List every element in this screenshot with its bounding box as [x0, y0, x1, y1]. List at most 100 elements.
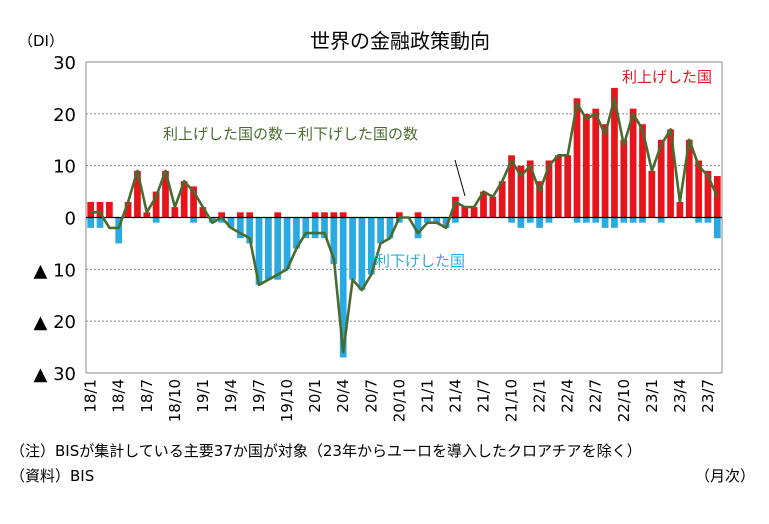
- hike-bar: [311, 212, 319, 218]
- hike-bar: [330, 212, 338, 218]
- y-tick-label: ▲ 30: [34, 364, 76, 385]
- cut-bar: [695, 217, 702, 223]
- cut-bar: [218, 217, 225, 223]
- cut-bar: [302, 217, 310, 239]
- cut-bars: [87, 217, 721, 358]
- hike-bar: [629, 108, 637, 218]
- hike-bars: [87, 87, 721, 218]
- hike-bar: [592, 108, 600, 218]
- cut-bar: [339, 217, 347, 358]
- hike-bar: [554, 155, 562, 218]
- y-tick-label: 20: [53, 105, 76, 126]
- hike-bar: [657, 139, 665, 218]
- x-tick-label: 19/1: [194, 379, 212, 413]
- hike-bar: [461, 207, 469, 218]
- net-line-path: [90, 97, 719, 354]
- cut-bar: [508, 217, 515, 223]
- hike-bar: [395, 212, 403, 218]
- cut-bar: [293, 217, 300, 249]
- cut-bar: [311, 217, 319, 239]
- hike-bar: [526, 160, 534, 218]
- y-tick-label: 0: [65, 209, 76, 230]
- net-line: [90, 97, 719, 354]
- x-tick-label: 21/7: [475, 379, 493, 413]
- x-tick-label: 18/7: [138, 379, 156, 413]
- cut-bar: [265, 217, 272, 280]
- cut-bar: [526, 217, 534, 223]
- y-tick-label: 30: [53, 53, 76, 74]
- cut-bar: [283, 217, 291, 270]
- cut-bar: [115, 217, 123, 244]
- cut-bar: [321, 217, 328, 239]
- cut-bar: [330, 217, 338, 265]
- hike-bar: [180, 181, 188, 218]
- hike-bar: [339, 212, 347, 218]
- source-text: （資料）BIS: [10, 467, 95, 485]
- hike-bar: [124, 201, 132, 218]
- x-tick-label: 19/7: [250, 379, 268, 413]
- cut-bar: [545, 217, 553, 223]
- hike-bar: [134, 170, 141, 218]
- annotation-net: 利上げした国の数－利下げした国の数: [163, 125, 418, 143]
- cut-bar: [255, 217, 263, 285]
- hike-bar: [620, 139, 628, 218]
- cut-bar: [713, 217, 721, 239]
- y-axis-unit-label: （DI）: [18, 32, 64, 50]
- hike-bar: [639, 124, 646, 218]
- x-tick-label: 18/1: [82, 379, 100, 413]
- annotation-hikes: 利上げした国: [622, 68, 712, 86]
- cut-bar: [246, 217, 254, 244]
- cut-bar: [236, 217, 244, 239]
- hike-bar: [480, 191, 487, 218]
- x-tick-label: 22/4: [559, 379, 577, 413]
- x-axis-ticks: 18/1 18/4 18/7 18/10 19/1 19/4 19/7 19/10 20/1 20…: [82, 379, 717, 422]
- hike-bar: [246, 212, 254, 218]
- x-tick-label: 21/10: [503, 379, 521, 422]
- cut-bar: [386, 217, 394, 239]
- hike-bar: [685, 139, 693, 218]
- x-tick-label: 20/4: [334, 379, 352, 413]
- hike-bar: [611, 87, 618, 218]
- hike-bar: [470, 207, 478, 218]
- x-tick-label: 19/10: [278, 379, 296, 422]
- cut-bar: [377, 217, 384, 244]
- cut-bar: [358, 217, 366, 291]
- cut-bar: [629, 217, 637, 223]
- y-tick-label: ▲ 20: [34, 312, 76, 333]
- cut-bar: [414, 217, 422, 239]
- hike-bar: [190, 186, 197, 218]
- hike-bar: [152, 191, 160, 218]
- cut-bar: [274, 217, 282, 280]
- hike-bar: [498, 181, 506, 218]
- hike-bar: [321, 212, 328, 218]
- cut-bar: [583, 217, 590, 223]
- cut-bar: [704, 217, 712, 223]
- hike-bar: [274, 212, 282, 218]
- cut-bar: [349, 217, 356, 280]
- hike-bar: [601, 124, 609, 218]
- hike-bar: [536, 181, 543, 218]
- hike-bar: [508, 155, 515, 218]
- hike-bar: [106, 201, 113, 218]
- hike-bar: [676, 201, 684, 218]
- cut-bar: [442, 217, 450, 228]
- x-tick-label: 20/7: [362, 379, 380, 413]
- cut-bar: [433, 217, 441, 223]
- cut-bar: [208, 217, 216, 223]
- hike-bar: [667, 129, 674, 218]
- annotation-net-pointer: [454, 159, 466, 197]
- x-axis-unit-label: （月次）: [694, 467, 755, 485]
- hike-bar: [171, 207, 179, 218]
- hike-bar: [143, 212, 151, 218]
- x-tick-label: 18/10: [166, 379, 184, 422]
- cut-bar: [573, 217, 581, 223]
- x-tick-label: 21/1: [418, 379, 436, 413]
- hike-bar: [489, 196, 497, 218]
- cut-bar: [601, 217, 609, 228]
- note-text: （注）BISが集計している主要37か国が対象（23年からユーロを導入したクロアチ…: [10, 442, 642, 460]
- cut-bar: [592, 217, 600, 223]
- hike-bar: [648, 170, 656, 218]
- hike-bar: [545, 160, 553, 218]
- hike-bar: [452, 196, 459, 218]
